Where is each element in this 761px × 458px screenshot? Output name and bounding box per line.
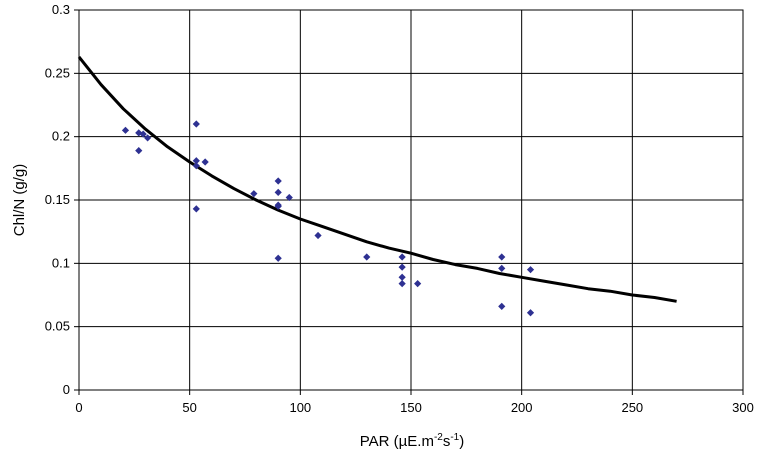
data-point xyxy=(363,253,371,261)
grid xyxy=(74,9,744,395)
y-tick-label: 0 xyxy=(63,382,70,397)
x-tick-label: 300 xyxy=(732,400,754,415)
data-point xyxy=(526,266,535,274)
data-point xyxy=(398,263,406,271)
data-point xyxy=(285,193,293,202)
y-tick-labels: 0 0.05 0.1 0.15 0.2 0.25 0.3 xyxy=(45,2,70,397)
data-points xyxy=(121,120,535,317)
data-point xyxy=(250,190,258,198)
data-point xyxy=(192,205,200,213)
fitted-curve xyxy=(77,55,677,303)
data-point xyxy=(135,147,143,155)
data-point xyxy=(192,120,200,128)
y-tick-label: 0.3 xyxy=(52,2,70,17)
x-tick-label: 50 xyxy=(182,400,196,415)
data-point xyxy=(274,188,282,196)
x-tick-label: 250 xyxy=(621,400,643,415)
y-tick-label: 0.25 xyxy=(45,65,70,80)
data-point xyxy=(398,253,406,261)
data-point xyxy=(414,280,422,288)
x-tick-label: 150 xyxy=(400,400,422,415)
data-point xyxy=(398,280,406,288)
x-tick-label: 200 xyxy=(511,400,533,415)
fitted-curve-line xyxy=(77,55,677,303)
x-axis-title: PAR (µE.m-2s-1) xyxy=(360,432,465,450)
x-tick-labels: 0 50 100 150 200 250 300 xyxy=(75,400,753,415)
data-point xyxy=(498,302,506,310)
x-tick-label: 100 xyxy=(289,400,311,415)
y-axis-title: Chl/N (g/g) xyxy=(11,164,28,237)
data-point xyxy=(192,162,200,170)
data-point xyxy=(192,157,200,165)
data-point xyxy=(144,134,152,142)
data-point xyxy=(398,273,406,281)
data-point xyxy=(139,130,147,138)
data-point xyxy=(498,264,506,272)
y-tick-label: 0.1 xyxy=(52,255,70,270)
data-point xyxy=(201,158,209,166)
data-point xyxy=(274,254,282,262)
data-point xyxy=(121,126,130,134)
data-point xyxy=(274,177,282,185)
y-tick-label: 0.2 xyxy=(52,129,70,144)
y-tick-label: 0.15 xyxy=(45,192,70,207)
x-tick-label: 0 xyxy=(75,400,82,415)
data-point xyxy=(274,201,282,209)
data-point xyxy=(498,253,506,261)
data-point xyxy=(526,309,535,317)
data-point xyxy=(314,231,322,240)
y-tick-label: 0.05 xyxy=(45,319,70,334)
